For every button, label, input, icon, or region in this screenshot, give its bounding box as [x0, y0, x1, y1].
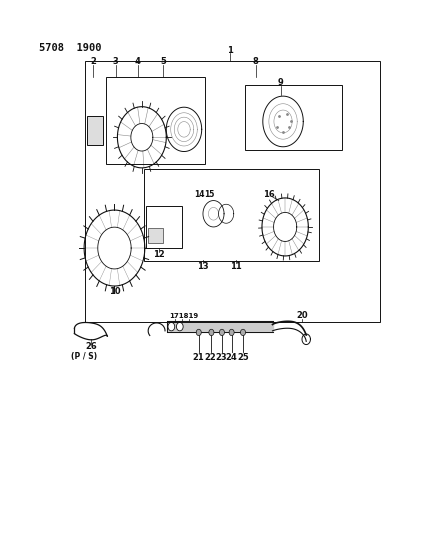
Text: 8: 8 [252, 58, 258, 66]
Circle shape [167, 322, 174, 331]
Text: 10: 10 [108, 287, 120, 296]
Text: 12: 12 [153, 251, 164, 260]
Circle shape [240, 329, 245, 336]
Circle shape [196, 329, 201, 336]
Text: 5: 5 [160, 58, 165, 66]
Text: 24: 24 [225, 353, 237, 362]
Text: 3: 3 [112, 58, 118, 66]
Text: 171819: 171819 [169, 312, 198, 319]
Circle shape [176, 322, 183, 331]
Text: 20: 20 [296, 311, 307, 320]
Bar [85, 61, 379, 322]
Text: 1: 1 [227, 46, 233, 55]
Bar [245, 85, 341, 150]
Text: 16: 16 [263, 190, 274, 199]
Text: 13: 13 [197, 262, 208, 271]
Text: 11: 11 [230, 262, 241, 271]
Bar [144, 169, 318, 261]
Text: 21: 21 [192, 353, 203, 362]
Text: 14: 14 [194, 190, 204, 199]
Text: 26: 26 [85, 342, 97, 351]
Circle shape [219, 329, 224, 336]
Text: 15: 15 [204, 190, 214, 199]
Text: (P / S): (P / S) [70, 352, 97, 361]
Text: 9: 9 [277, 78, 283, 87]
Text: 23: 23 [215, 353, 226, 362]
Bar [87, 116, 103, 145]
Text: 22: 22 [204, 353, 216, 362]
Circle shape [208, 329, 213, 336]
Bar [106, 77, 204, 164]
Text: 4: 4 [134, 58, 140, 66]
Circle shape [229, 329, 233, 336]
Text: 25: 25 [236, 353, 248, 362]
Text: 5708  1900: 5708 1900 [38, 43, 101, 53]
Bar [146, 206, 181, 248]
Text: 2: 2 [90, 58, 96, 66]
Bar [148, 228, 163, 243]
